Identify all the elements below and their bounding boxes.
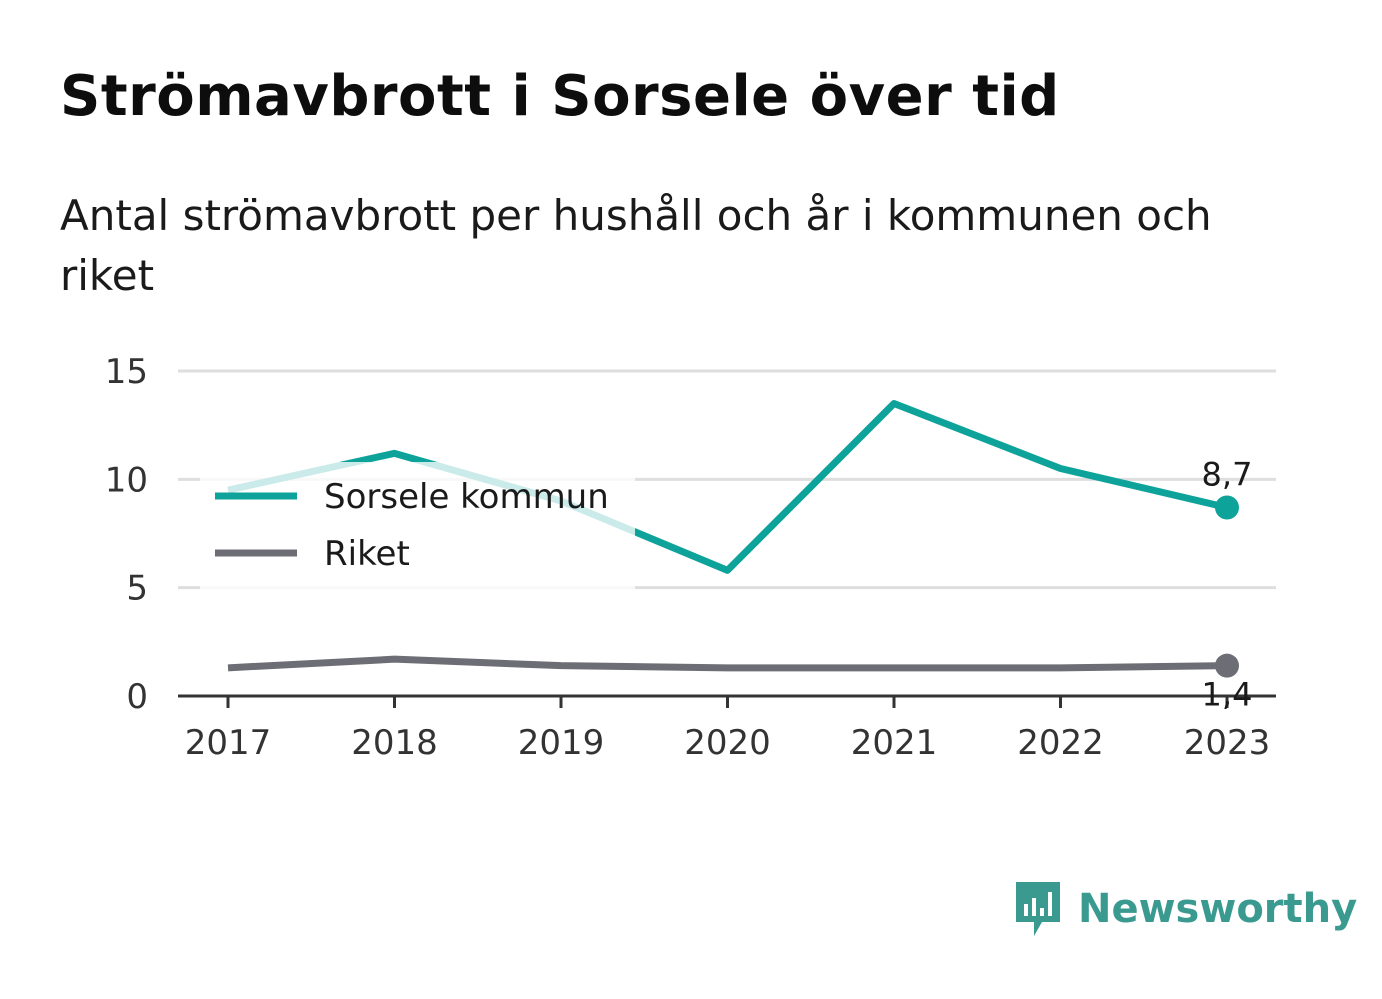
series-end-point	[1215, 495, 1239, 520]
brand: Newsworthy	[1012, 878, 1357, 940]
series-line	[227, 400, 1228, 574]
brand-name: Newsworthy	[1078, 886, 1358, 932]
legend-background	[200, 462, 635, 590]
end-labels: 8,7 1,4	[1202, 456, 1253, 714]
x-tick-label: 2020	[684, 723, 771, 763]
chart-subtitle: Antal strömavbrott per hushåll och år i …	[60, 191, 1212, 300]
chart-title: Strömavbrott i Sorsele över tid	[60, 64, 1060, 129]
y-tick-label: 15	[105, 352, 148, 392]
x-tick-label: 2021	[851, 723, 938, 763]
x-tick-label: 2018	[351, 723, 438, 763]
legend-label: Riket	[324, 534, 410, 574]
y-tick-label: 0	[126, 677, 148, 717]
legend-label: Sorsele kommun	[324, 477, 609, 517]
x-tick-label: 2019	[518, 723, 605, 763]
x-tick-label: 2017	[185, 723, 272, 763]
end-label-riket: 1,4	[1202, 676, 1253, 714]
series-line	[227, 655, 1228, 672]
end-label-sorsele: 8,7	[1202, 456, 1253, 494]
series-end-point	[1215, 653, 1239, 678]
x-tick-label: 2023	[1184, 723, 1271, 763]
newsworthy-logo-icon	[1016, 882, 1060, 936]
series-lines	[227, 400, 1239, 678]
y-axis-ticks: 0 5 10 15	[105, 352, 148, 717]
y-tick-label: 5	[126, 569, 148, 609]
x-tick-label: 2022	[1017, 723, 1104, 763]
y-tick-label: 10	[105, 460, 148, 500]
legend: Sorsele kommun Riket	[200, 462, 635, 590]
x-axis: 2017 2018 2019 2020 2021 2022 2023	[178, 694, 1276, 763]
